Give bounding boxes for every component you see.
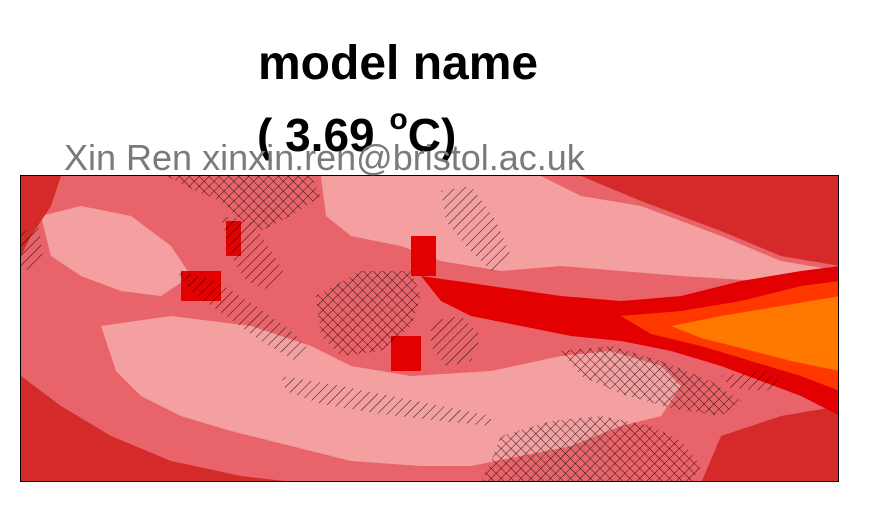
pale-region-west — [41, 206, 191, 296]
land-hatch-java — [281, 376, 491, 426]
subtitle-unit: C) — [407, 109, 457, 161]
land-hatch-philippines — [441, 186, 511, 271]
map-panel — [20, 175, 839, 482]
subtitle-value: ( 3.69 — [257, 109, 388, 161]
map-svg — [21, 176, 838, 481]
map-subtitle: ( 3.69 oC) — [257, 105, 457, 161]
land-hatch-peninsula — [221, 216, 286, 291]
land-hatch-australia — [481, 416, 701, 481]
land-hatch-small-isles — [721, 371, 781, 391]
red-band-east — [581, 176, 838, 266]
land-hatch-borneo — [316, 271, 421, 356]
coast-red-3 — [391, 336, 421, 371]
coast-red-4 — [411, 236, 436, 276]
degree-symbol: o — [389, 103, 408, 136]
land-hatch-newguinea — [561, 346, 741, 416]
land-hatch-india-tip — [21, 228, 43, 271]
red-band-southwest — [21, 376, 284, 481]
land-hatch-indochina — [166, 176, 321, 231]
map-title: model name — [258, 37, 539, 90]
author-credit: Xin Ren xinxin.ren@bristol.ac.uk — [64, 137, 585, 178]
red-band-southeast — [701, 406, 838, 481]
land-hatch-sulawesi — [431, 316, 481, 366]
land-hatch-sumatra — [176, 271, 311, 361]
warm-tongue-orange — [671, 296, 838, 371]
